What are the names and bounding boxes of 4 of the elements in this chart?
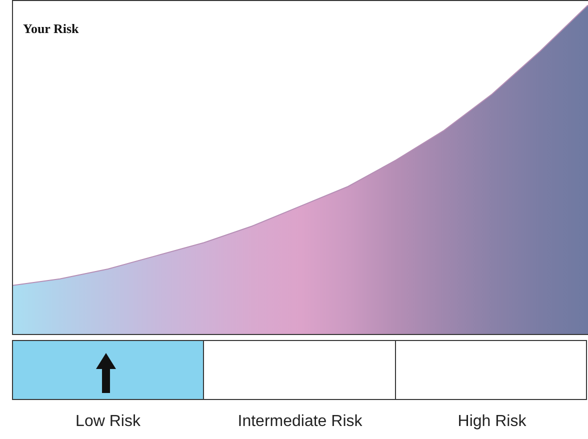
annotation: Your Risk [23,21,80,36]
text: High Risk [456,413,528,431]
text: Intermediate Risk [236,413,364,431]
text: Low Risk [74,413,142,431]
